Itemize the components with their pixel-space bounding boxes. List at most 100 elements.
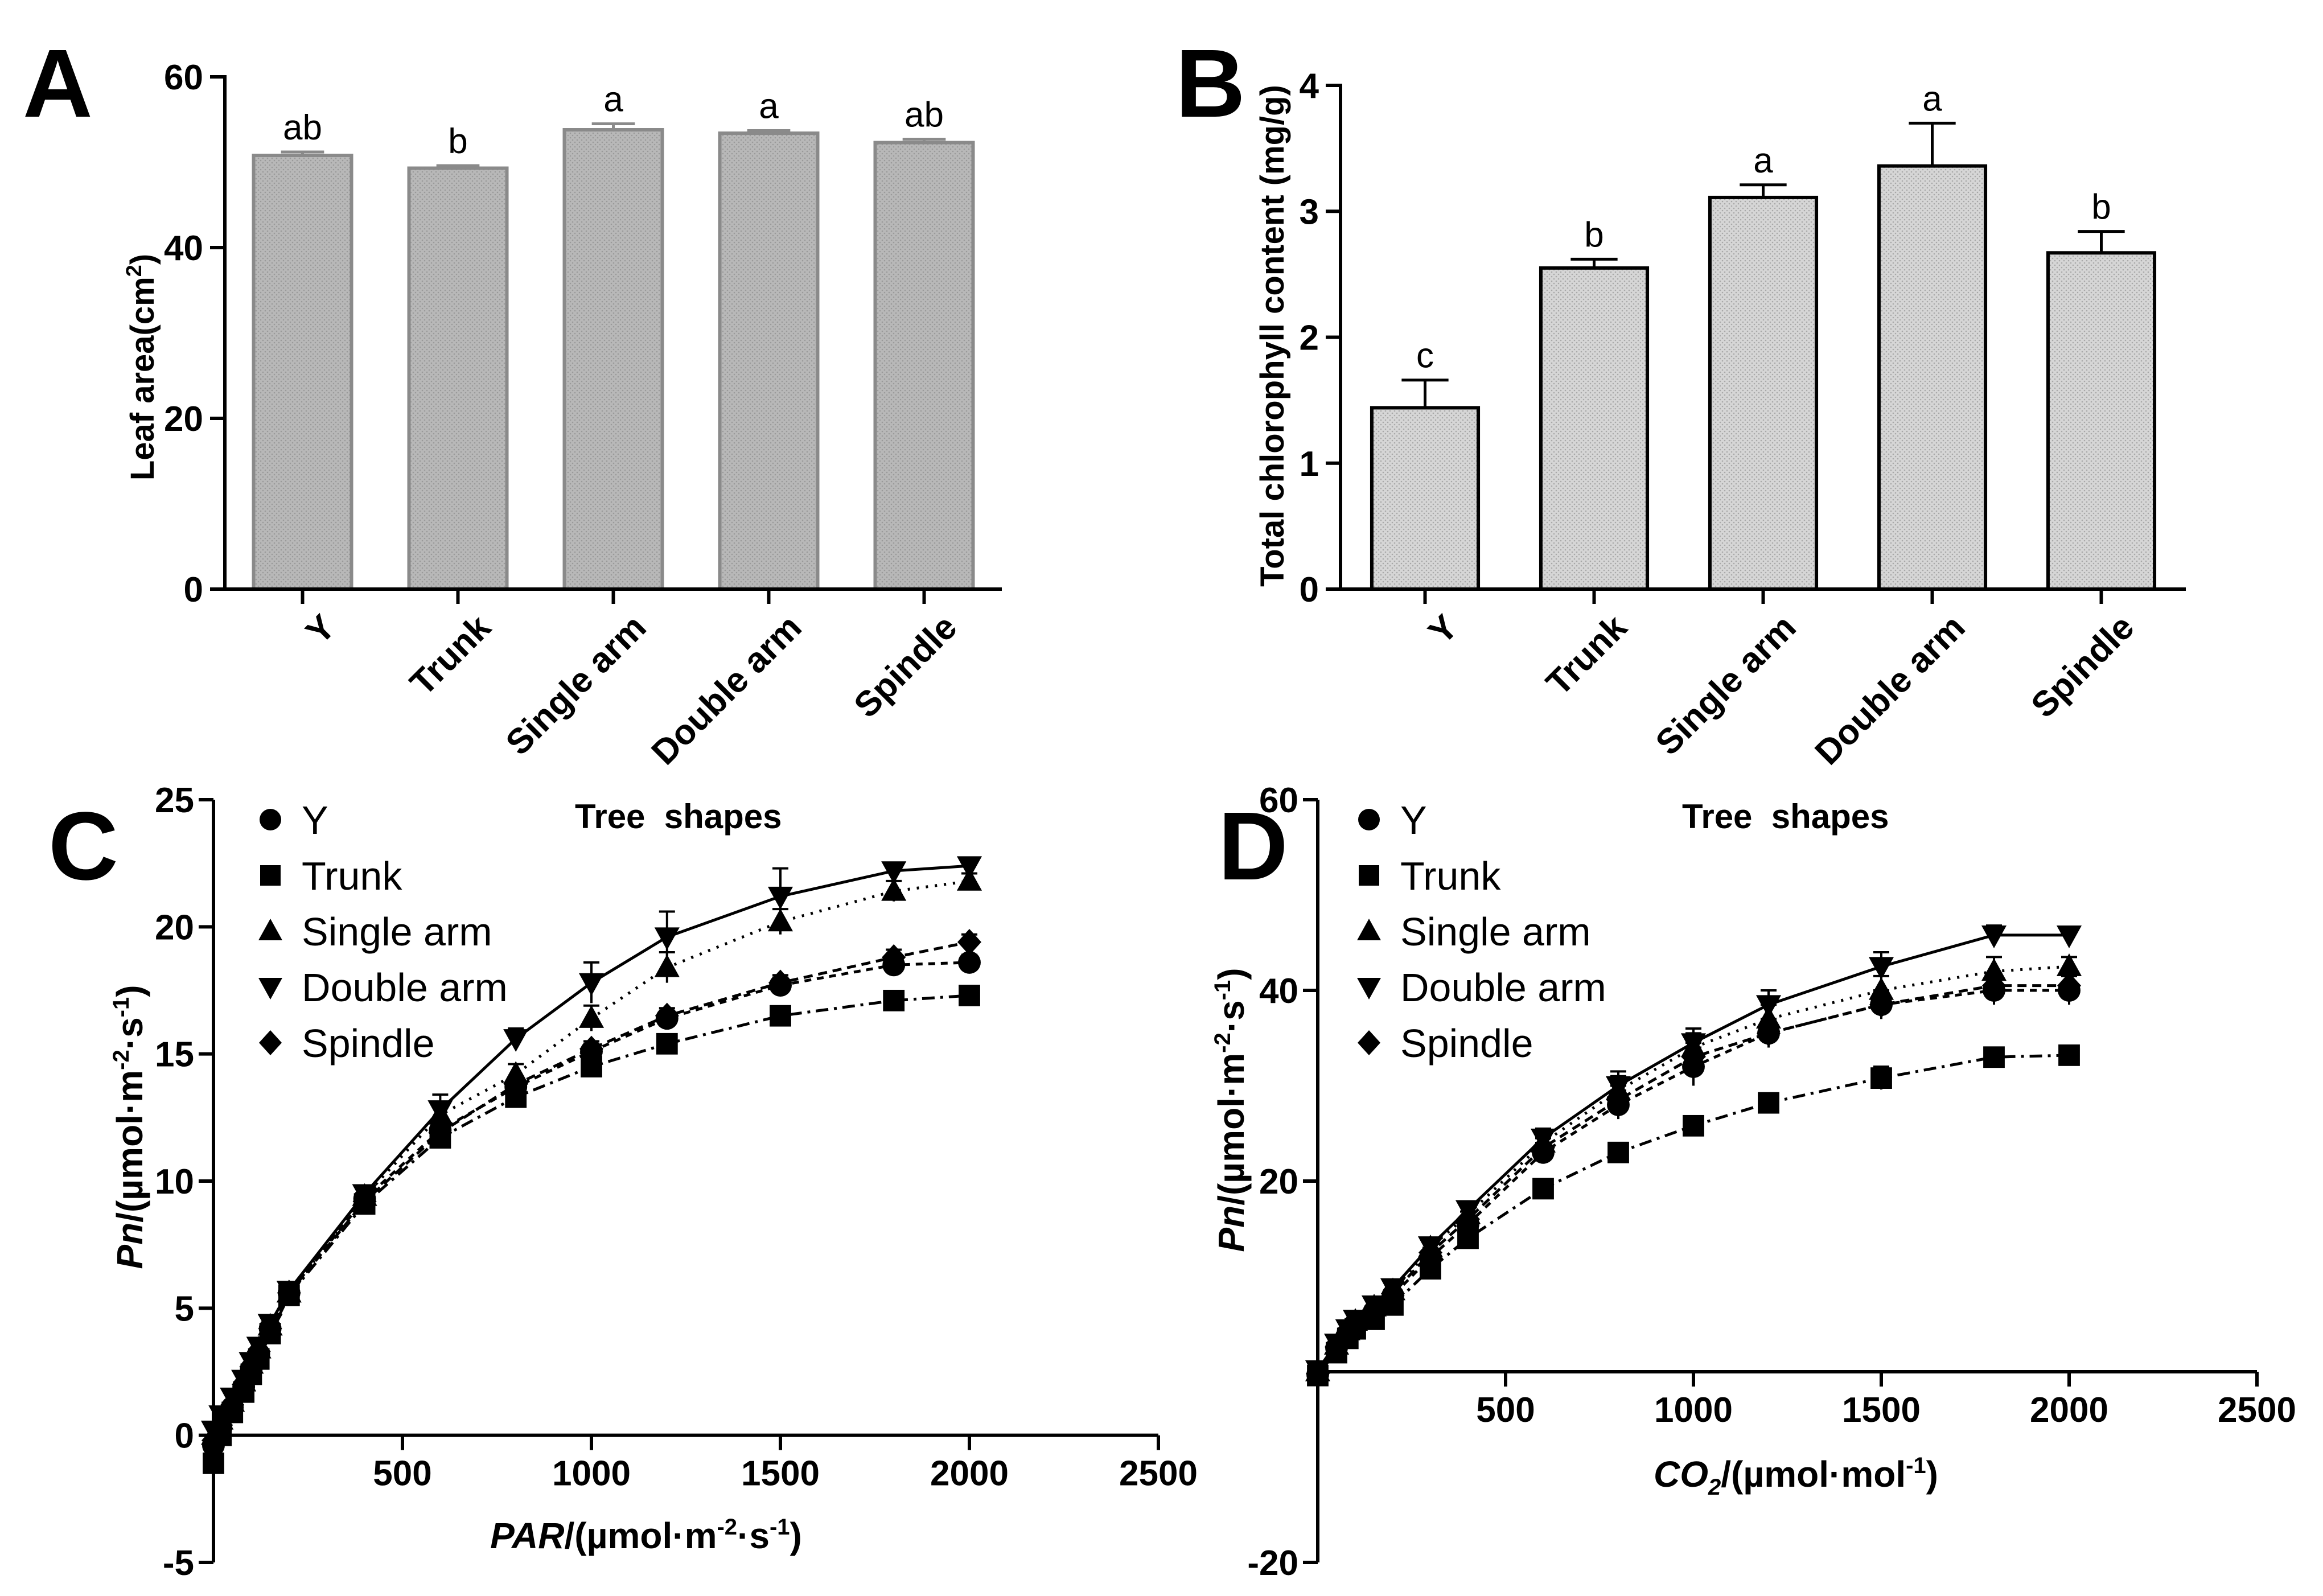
- bar-spindle: [2046, 251, 2157, 591]
- point-single-arm: [1868, 977, 1894, 1000]
- legend-marker-y: [1358, 809, 1380, 830]
- category-label-y: Y: [1421, 607, 1465, 652]
- point-spindle: [220, 1391, 245, 1418]
- category-label-double-arm: Double arm: [1808, 607, 1973, 772]
- point-spindle: [1757, 1020, 1781, 1047]
- y-tick-label: 0: [184, 570, 203, 610]
- y-tick-label: 60: [1259, 781, 1298, 820]
- x-tick-label: 2500: [2218, 1391, 2296, 1430]
- y-tick-label: 1: [1300, 445, 1319, 484]
- y-tick-label: 20: [164, 400, 203, 439]
- chart-d-y-axis-title: Pn/(µmol·m-2·s-1): [1210, 968, 1252, 1252]
- legend-marker-spindle: [1358, 1030, 1380, 1055]
- legend-marker-single-arm: [258, 919, 282, 940]
- legend-marker-double-arm: [258, 978, 282, 999]
- point-spindle: [1606, 1087, 1630, 1113]
- y-tick-label: 15: [155, 1035, 194, 1075]
- point-trunk: [656, 1033, 678, 1055]
- point-spindle: [1381, 1280, 1405, 1307]
- point-spindle: [246, 1338, 271, 1365]
- bar-y: [1370, 406, 1481, 591]
- point-trunk: [959, 985, 980, 1006]
- y-tick-label: 5: [175, 1289, 194, 1328]
- point-spindle: [504, 1071, 528, 1098]
- legend-marker-trunk: [1359, 865, 1379, 886]
- significance-label-double-arm: a: [759, 87, 779, 126]
- category-label-single-arm: Single arm: [499, 607, 654, 763]
- x-tick-label: 1000: [552, 1454, 631, 1494]
- point-trunk: [1758, 1092, 1779, 1114]
- chart-c-axes: -5 0 5 10 15 20 25 500 1000 1500 2000 2500: [155, 781, 1198, 1583]
- category-label-spindle: Spindle: [2024, 607, 2141, 725]
- legend-label-double-arm: Double arm: [302, 965, 508, 1010]
- point-double-arm: [427, 1100, 453, 1124]
- point-double-arm: [654, 927, 680, 951]
- legend-label-trunk: Trunk: [302, 854, 402, 898]
- category-label-double-arm: Double arm: [644, 607, 809, 772]
- point-spindle: [1681, 1044, 1705, 1071]
- significance-label-y: c: [1416, 336, 1434, 376]
- point-spindle: [579, 1035, 603, 1062]
- point-double-arm: [767, 886, 793, 910]
- point-trunk: [2058, 1044, 2080, 1066]
- point-spindle: [1419, 1239, 1442, 1266]
- x-tick-label: 2000: [2030, 1391, 2108, 1430]
- legend-marker-spindle: [259, 1030, 282, 1055]
- legend-label-y: Y: [1400, 798, 1427, 842]
- legend-marker-single-arm: [1357, 919, 1381, 940]
- category-label-single-arm: Single arm: [1648, 607, 1804, 763]
- y-tick-label: -20: [1247, 1544, 1298, 1583]
- point-trunk: [1983, 1046, 2005, 1068]
- y-tick-label: 4: [1300, 67, 1319, 106]
- chart-a-y-axis-title: Leaf area(cm2): [122, 254, 161, 480]
- chart-b-chlorophyll: c b a a b Y Trunk Single arm Double arm Spindle 0…: [1254, 67, 2186, 772]
- legend-marker-trunk: [260, 865, 281, 886]
- point-spindle: [882, 944, 906, 971]
- point-spindle: [1982, 972, 2006, 999]
- significance-label-spindle: b: [2091, 188, 2111, 227]
- x-tick-label: 1000: [1654, 1391, 1733, 1430]
- legend-marker-double-arm: [1357, 978, 1381, 999]
- point-spindle: [277, 1280, 301, 1306]
- bar-single-arm: [562, 128, 664, 591]
- chart-d-axes: -20 20 40 60 500 1000 1500 2000 2500: [1247, 781, 2296, 1583]
- chart-c-light-response: -5 0 5 10 15 20 25 500 1000 1500 2000 2500 Y Trunk Si…: [109, 781, 1198, 1583]
- point-spindle: [1325, 1334, 1348, 1360]
- y-tick-label: 0: [1300, 570, 1319, 610]
- point-single-arm: [881, 878, 907, 901]
- bar-spindle: [873, 141, 975, 591]
- chart-c-legend-title: Tree shapes: [575, 797, 782, 836]
- point-spindle: [768, 969, 792, 996]
- point-double-arm: [1868, 957, 1894, 980]
- bar-y: [252, 154, 353, 591]
- point-spindle: [1343, 1310, 1367, 1336]
- chart-d-x-axis-title: CO2/(µmol·mol-1): [1654, 1453, 1938, 1500]
- y-tick-label: 40: [164, 229, 203, 268]
- point-spindle: [1869, 992, 1893, 1018]
- point-single-arm: [578, 1005, 605, 1028]
- y-tick-label: 25: [155, 781, 194, 820]
- y-tick-label: 2: [1300, 319, 1319, 358]
- significance-label-single-arm: a: [603, 80, 623, 120]
- x-tick-label: 2000: [930, 1454, 1009, 1494]
- panel-label-a: A: [23, 30, 93, 138]
- point-spindle: [1531, 1134, 1555, 1161]
- point-single-arm: [654, 954, 680, 977]
- point-trunk: [770, 1005, 791, 1027]
- point-trunk: [1683, 1114, 1704, 1137]
- x-tick-label: 1500: [741, 1454, 820, 1494]
- significance-label-trunk: b: [448, 122, 467, 161]
- category-label-y: Y: [298, 607, 343, 652]
- legend-marker-y: [260, 809, 281, 830]
- legend-label-single-arm: Single arm: [1400, 910, 1591, 954]
- point-trunk: [883, 989, 905, 1011]
- point-spindle: [352, 1188, 377, 1215]
- panel-label-c: C: [48, 792, 118, 900]
- y-tick-label: 20: [155, 908, 194, 947]
- series-line-spindle: [1316, 984, 2069, 1375]
- legend-label-spindle: Spindle: [302, 1021, 435, 1066]
- chart-b-bars: c b a a b: [1370, 79, 2157, 591]
- series-line-trunk: [212, 994, 970, 1464]
